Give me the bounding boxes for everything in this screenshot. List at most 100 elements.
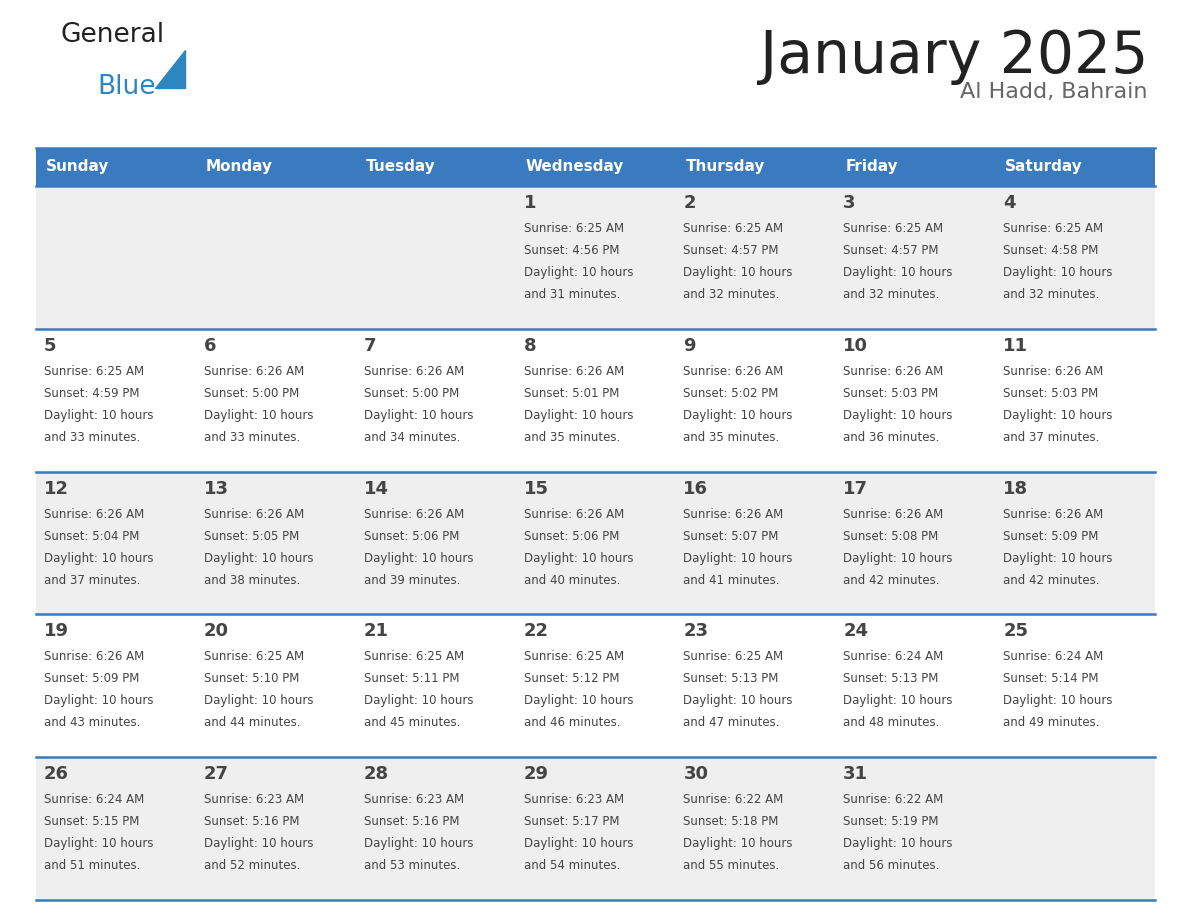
Text: and 44 minutes.: and 44 minutes. [204,716,301,730]
Text: 1: 1 [524,194,536,212]
Text: January 2025: January 2025 [759,28,1148,85]
Text: Sunset: 4:59 PM: Sunset: 4:59 PM [44,386,139,400]
Text: and 37 minutes.: and 37 minutes. [1003,431,1100,443]
Text: and 40 minutes.: and 40 minutes. [524,574,620,587]
Text: Sunrise: 6:25 AM: Sunrise: 6:25 AM [204,650,304,664]
Text: 2: 2 [683,194,696,212]
FancyBboxPatch shape [355,329,516,472]
Text: 24: 24 [843,622,868,641]
Text: 15: 15 [524,479,549,498]
Text: Sunset: 5:15 PM: Sunset: 5:15 PM [44,815,139,828]
Text: Sunrise: 6:26 AM: Sunrise: 6:26 AM [1003,364,1104,378]
Text: and 41 minutes.: and 41 minutes. [683,574,781,587]
Text: 17: 17 [843,479,868,498]
Text: Sunday: Sunday [46,160,109,174]
Text: Sunset: 5:03 PM: Sunset: 5:03 PM [843,386,939,400]
Text: Sunset: 5:13 PM: Sunset: 5:13 PM [683,672,779,686]
FancyBboxPatch shape [36,757,196,900]
Text: Sunrise: 6:26 AM: Sunrise: 6:26 AM [204,508,304,521]
Text: Daylight: 10 hours: Daylight: 10 hours [204,552,314,565]
Text: Thursday: Thursday [685,160,765,174]
Text: Sunrise: 6:22 AM: Sunrise: 6:22 AM [843,793,943,806]
Text: Sunrise: 6:23 AM: Sunrise: 6:23 AM [364,793,463,806]
FancyBboxPatch shape [36,186,196,329]
Text: 16: 16 [683,479,708,498]
Text: 9: 9 [683,337,696,354]
Text: Sunset: 5:11 PM: Sunset: 5:11 PM [364,672,460,686]
Text: Sunrise: 6:25 AM: Sunrise: 6:25 AM [524,650,624,664]
Text: Daylight: 10 hours: Daylight: 10 hours [44,837,153,850]
Text: Sunset: 5:09 PM: Sunset: 5:09 PM [1003,530,1099,543]
Text: Sunrise: 6:26 AM: Sunrise: 6:26 AM [204,364,304,378]
Text: and 34 minutes.: and 34 minutes. [364,431,460,443]
Text: and 53 minutes.: and 53 minutes. [364,859,460,872]
FancyBboxPatch shape [996,148,1155,186]
FancyBboxPatch shape [355,614,516,757]
Text: Daylight: 10 hours: Daylight: 10 hours [524,552,633,565]
Text: Sunrise: 6:25 AM: Sunrise: 6:25 AM [524,222,624,235]
Text: 31: 31 [843,766,868,783]
Text: Daylight: 10 hours: Daylight: 10 hours [364,552,473,565]
Text: Sunset: 5:16 PM: Sunset: 5:16 PM [204,815,299,828]
FancyBboxPatch shape [196,148,355,186]
Text: Daylight: 10 hours: Daylight: 10 hours [364,409,473,421]
Text: 6: 6 [204,337,216,354]
Text: and 42 minutes.: and 42 minutes. [1003,574,1100,587]
Text: Sunset: 4:57 PM: Sunset: 4:57 PM [843,244,939,257]
Text: Daylight: 10 hours: Daylight: 10 hours [843,409,953,421]
Text: Sunrise: 6:22 AM: Sunrise: 6:22 AM [683,793,784,806]
Text: 14: 14 [364,479,388,498]
Text: and 47 minutes.: and 47 minutes. [683,716,781,730]
Text: and 48 minutes.: and 48 minutes. [843,716,940,730]
Text: Sunset: 4:57 PM: Sunset: 4:57 PM [683,244,779,257]
Text: Daylight: 10 hours: Daylight: 10 hours [683,266,792,279]
FancyBboxPatch shape [355,472,516,614]
FancyBboxPatch shape [355,148,516,186]
Text: 13: 13 [204,479,229,498]
Text: and 52 minutes.: and 52 minutes. [204,859,301,872]
Text: Sunrise: 6:23 AM: Sunrise: 6:23 AM [524,793,624,806]
Text: 23: 23 [683,622,708,641]
Text: and 33 minutes.: and 33 minutes. [204,431,301,443]
Text: 7: 7 [364,337,377,354]
Text: Daylight: 10 hours: Daylight: 10 hours [843,837,953,850]
Text: and 56 minutes.: and 56 minutes. [843,859,940,872]
Text: Tuesday: Tuesday [366,160,436,174]
Text: Sunrise: 6:26 AM: Sunrise: 6:26 AM [843,364,943,378]
FancyBboxPatch shape [36,148,196,186]
FancyBboxPatch shape [196,757,355,900]
Text: and 51 minutes.: and 51 minutes. [44,859,140,872]
Text: 3: 3 [843,194,855,212]
Text: Sunrise: 6:26 AM: Sunrise: 6:26 AM [524,364,624,378]
Text: Sunrise: 6:26 AM: Sunrise: 6:26 AM [364,508,465,521]
Text: and 43 minutes.: and 43 minutes. [44,716,140,730]
Text: 8: 8 [524,337,536,354]
Text: and 45 minutes.: and 45 minutes. [364,716,460,730]
Text: Sunrise: 6:25 AM: Sunrise: 6:25 AM [44,364,144,378]
Text: and 36 minutes.: and 36 minutes. [843,431,940,443]
Text: Daylight: 10 hours: Daylight: 10 hours [524,694,633,708]
Text: 22: 22 [524,622,549,641]
FancyBboxPatch shape [516,186,676,329]
Text: Sunrise: 6:24 AM: Sunrise: 6:24 AM [843,650,943,664]
Text: and 49 minutes.: and 49 minutes. [1003,716,1100,730]
Text: Daylight: 10 hours: Daylight: 10 hours [524,837,633,850]
Text: Al Hadd, Bahrain: Al Hadd, Bahrain [961,82,1148,102]
Text: 4: 4 [1003,194,1016,212]
Text: Daylight: 10 hours: Daylight: 10 hours [1003,409,1113,421]
Text: Sunrise: 6:24 AM: Sunrise: 6:24 AM [44,793,144,806]
Polygon shape [154,50,185,88]
Text: Sunset: 5:03 PM: Sunset: 5:03 PM [1003,386,1099,400]
Text: and 38 minutes.: and 38 minutes. [204,574,301,587]
FancyBboxPatch shape [676,148,835,186]
FancyBboxPatch shape [36,614,196,757]
Text: Sunset: 5:00 PM: Sunset: 5:00 PM [204,386,299,400]
Text: Sunrise: 6:26 AM: Sunrise: 6:26 AM [524,508,624,521]
Text: Sunset: 5:09 PM: Sunset: 5:09 PM [44,672,139,686]
FancyBboxPatch shape [516,757,676,900]
Text: 19: 19 [44,622,69,641]
Text: Sunset: 5:18 PM: Sunset: 5:18 PM [683,815,779,828]
Text: Sunset: 5:07 PM: Sunset: 5:07 PM [683,530,779,543]
Text: Daylight: 10 hours: Daylight: 10 hours [843,552,953,565]
Text: Sunset: 5:16 PM: Sunset: 5:16 PM [364,815,460,828]
